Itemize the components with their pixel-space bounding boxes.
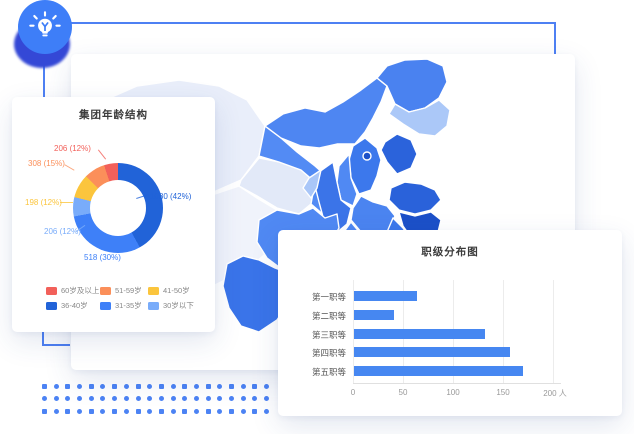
rank-bar[interactable] xyxy=(354,347,510,357)
legend-swatch xyxy=(100,301,111,310)
legend-item-36-40[interactable]: 36-40岁 xyxy=(46,298,100,313)
connector-line-right-down xyxy=(554,22,556,55)
connector-line-bottom-h xyxy=(42,344,70,346)
gridline-200 xyxy=(553,280,554,383)
gridline-0 xyxy=(353,280,354,383)
legend-swatch xyxy=(100,286,111,295)
region-ningxia[interactable] xyxy=(302,169,322,199)
legend-label: 36-40岁 xyxy=(61,301,88,310)
age-card-title: 集团年龄结构 xyxy=(79,109,148,121)
dots-pattern xyxy=(42,384,276,421)
pie-label-51-59: 308 (15%) xyxy=(28,159,65,168)
x-tick-100: 100 xyxy=(446,388,460,397)
leader-line xyxy=(64,164,75,171)
bar-label-1: 第一职等 xyxy=(311,292,346,302)
rank-card-title: 职级分布图 xyxy=(421,246,479,258)
region-shandong[interactable] xyxy=(388,181,442,215)
rank-distribution-card: 职级分布图 第一职等 第二职等 第三职等 第四职等 第五职等 0 50 100 … xyxy=(278,230,622,416)
pie-label-36-40: 1080 (42%) xyxy=(150,192,192,201)
x-tick-200: 200 人 xyxy=(543,389,567,398)
x-axis-line xyxy=(353,383,561,384)
pie-label-41-50: 198 (12%) xyxy=(25,198,62,207)
legend-item-41-50[interactable]: 41-50岁 xyxy=(148,283,206,298)
pie-label-60plus: 206 (12%) xyxy=(54,144,91,153)
legend-swatch xyxy=(148,286,159,295)
rank-bar[interactable] xyxy=(354,329,485,339)
lightbulb-badge xyxy=(18,0,72,54)
connector-line-bottom-v xyxy=(42,330,44,346)
region-liaoning[interactable] xyxy=(380,133,418,175)
pie-label-31-35: 518 (30%) xyxy=(84,253,121,262)
legend-label: 31-35岁 xyxy=(115,301,142,310)
region-jilin[interactable] xyxy=(388,99,451,137)
connector-line-top xyxy=(68,22,556,24)
connector-line-badge-down xyxy=(43,52,45,98)
x-tick-50: 50 xyxy=(398,388,408,397)
rank-bar[interactable] xyxy=(354,291,417,301)
bar-label-4: 第四职等 xyxy=(311,348,346,358)
x-tick-150: 150 xyxy=(496,388,510,397)
rank-bar[interactable] xyxy=(354,366,523,376)
bar-label-2: 第二职等 xyxy=(311,311,346,321)
region-inner-mongolia[interactable] xyxy=(264,77,388,149)
leader-line xyxy=(60,202,73,203)
legend-item-under30[interactable]: 30岁以下 xyxy=(148,298,206,313)
pie-label-under30: 206 (12%) xyxy=(44,227,81,236)
legend-label: 41-50岁 xyxy=(163,286,190,295)
x-tick-0: 0 xyxy=(350,388,356,397)
legend-swatch xyxy=(46,301,57,310)
legend-label: 51-59岁 xyxy=(115,286,142,295)
legend-item-31-35[interactable]: 31-35岁 xyxy=(100,298,148,313)
donut-hole xyxy=(90,180,146,236)
gridline-150 xyxy=(503,280,504,383)
region-shaanxi[interactable] xyxy=(314,161,352,235)
region-beijing[interactable] xyxy=(362,151,372,161)
age-structure-card: 集团年龄结构 206 (12%) 308 (15%) 198 (12%) 206… xyxy=(12,97,215,332)
lightbulb-icon xyxy=(29,11,61,37)
bar-label-3: 第三职等 xyxy=(311,330,346,340)
leader-line xyxy=(97,149,107,160)
age-donut-ring[interactable] xyxy=(73,163,163,253)
legend-swatch xyxy=(46,286,57,295)
legend-label: 60岁及以上 xyxy=(61,286,100,295)
legend-label: 30岁以下 xyxy=(163,301,194,310)
bar-label-5: 第五职等 xyxy=(311,367,346,377)
region-heilongjiang[interactable] xyxy=(376,58,448,113)
age-legend: 60岁及以上 51-59岁 41-50岁 36-40岁 31-35岁 30岁以下 xyxy=(46,283,206,313)
legend-item-51-59[interactable]: 51-59岁 xyxy=(100,283,148,298)
legend-item-60plus[interactable]: 60岁及以上 xyxy=(46,283,100,298)
legend-swatch xyxy=(148,301,159,310)
rank-bar[interactable] xyxy=(354,310,394,320)
